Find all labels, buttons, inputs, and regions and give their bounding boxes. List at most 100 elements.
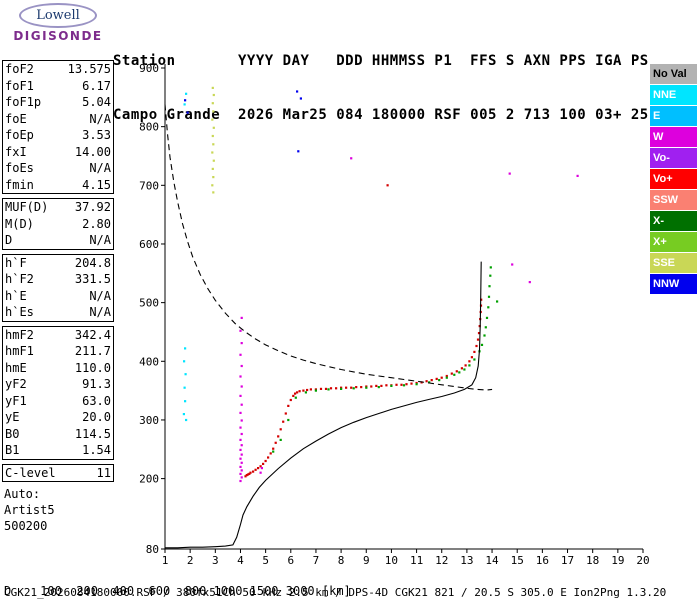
svg-text:16: 16 <box>536 554 549 567</box>
svg-text:18: 18 <box>586 554 599 567</box>
svg-text:13: 13 <box>460 554 473 567</box>
direction-legend: No Val NNE E W Vo- Vo+ SSW X- X+ SSE NNW <box>650 64 697 295</box>
svg-text:15: 15 <box>511 554 524 567</box>
param-value: 114.5 <box>74 426 111 441</box>
param-row: foEs N/A <box>5 160 111 177</box>
param-label: B1 <box>5 443 20 457</box>
digisonde-wordmark: DIGISONDE <box>13 29 103 43</box>
legend-item-ssw: SSW <box>650 190 697 210</box>
station-header: Station YYYY DAY DDD HHMMSS P1 FFS S AXN… <box>113 16 649 160</box>
param-label: yF1 <box>5 393 27 408</box>
param-group: C-level 11 <box>2 463 114 482</box>
param-value: N/A <box>89 233 111 247</box>
svg-text:1: 1 <box>162 554 169 567</box>
param-value: 3.53 <box>82 128 111 142</box>
legend-item-e: E <box>650 106 697 126</box>
param-group: h`F 204.8 h`F2 331.5 h`E N/A h`Es N/A <box>2 253 114 322</box>
param-label: hmF1 <box>5 344 34 358</box>
svg-text:5: 5 <box>262 554 269 567</box>
svg-text:200: 200 <box>139 473 159 486</box>
param-value: N/A <box>89 305 111 319</box>
svg-text:10: 10 <box>385 554 398 567</box>
param-value: 4.15 <box>82 177 111 192</box>
param-value: 2.80 <box>82 216 111 231</box>
svg-text:11: 11 <box>410 554 423 567</box>
param-label: B0 <box>5 426 20 441</box>
svg-text:600: 600 <box>139 238 159 251</box>
param-label: h`F2 <box>5 272 34 286</box>
param-value: 20.0 <box>82 410 111 424</box>
param-label: h`E <box>5 288 27 303</box>
svg-text:800: 800 <box>139 121 159 134</box>
param-row: foE N/A <box>5 111 111 128</box>
legend-item-vo-: Vo- <box>650 148 697 168</box>
param-row: h`F2 331.5 <box>5 271 111 288</box>
param-label: foF1p <box>5 95 42 109</box>
lowell-digisonde-logo: Lowell DIGISONDE <box>4 3 112 43</box>
param-label: MUF(D) <box>5 200 49 214</box>
status-line: CGK21_2026084180000.RSF / 380fx51Ch 50 k… <box>4 586 667 599</box>
header-labels-line: Station YYYY DAY DDD HHMMSS P1 FFS S AXN… <box>113 53 649 69</box>
param-value: 14.00 <box>74 144 111 159</box>
param-row: hmF2 342.4 <box>5 327 111 344</box>
param-row: hmE 110.0 <box>5 360 111 377</box>
muf-table: D 100 200 400 600 800 1000 1500 3000 [km… <box>4 559 358 600</box>
svg-text:9: 9 <box>363 554 370 567</box>
param-label: h`Es <box>5 305 34 319</box>
param-row: h`Es N/A <box>5 304 111 321</box>
legend-item-w: W <box>650 127 697 147</box>
svg-text:6: 6 <box>287 554 294 567</box>
param-footer-line: Auto: <box>4 487 41 501</box>
param-value: 204.8 <box>74 255 111 270</box>
param-label: foE <box>5 111 27 126</box>
param-row: fxI 14.00 <box>5 144 111 161</box>
header-values-line: Campo Grande 2026 Mar25 084 180000 RSF 0… <box>113 107 649 123</box>
scaled-parameters-panel: foF2 13.575 foF1 6.17 foF1p 5.04 foE N/A foEp 3.5… <box>2 60 114 534</box>
legend-item-sse: SSE <box>650 253 697 273</box>
param-row: foF1p 5.04 <box>5 94 111 111</box>
param-row: foF2 13.575 <box>5 61 111 78</box>
param-row: yF2 91.3 <box>5 376 111 393</box>
param-row: hmF1 211.7 <box>5 343 111 360</box>
svg-text:80: 80 <box>146 543 159 556</box>
param-value: 342.4 <box>74 327 111 342</box>
param-value: 1.54 <box>82 443 111 457</box>
param-value: 37.92 <box>74 200 111 214</box>
param-label: fxI <box>5 144 27 159</box>
param-value: N/A <box>89 161 111 175</box>
param-group: hmF2 342.4 hmF1 211.7 hmE 110.0 yF2 91.3 yF1 63.0… <box>2 325 114 460</box>
param-label: foEs <box>5 161 34 175</box>
param-row: foF1 6.17 <box>5 78 111 95</box>
legend-item-nne: NNE <box>650 85 697 105</box>
param-value: 11 <box>96 465 111 480</box>
svg-text:17: 17 <box>561 554 574 567</box>
svg-text:4: 4 <box>237 554 244 567</box>
svg-text:12: 12 <box>435 554 448 567</box>
param-group: MUF(D) 37.92 M(D) 2.80 D N/A <box>2 198 114 250</box>
param-label: D <box>5 233 13 247</box>
param-value: N/A <box>89 288 111 303</box>
param-row: D N/A <box>5 232 111 249</box>
svg-text:500: 500 <box>139 297 159 310</box>
svg-text:19: 19 <box>611 554 624 567</box>
param-label: foEp <box>5 128 34 142</box>
param-footer-line: Artist5 <box>4 503 55 517</box>
param-label: C-level <box>5 465 56 480</box>
param-value: N/A <box>89 111 111 126</box>
param-row: foEp 3.53 <box>5 127 111 144</box>
param-row: C-level 11 <box>5 465 111 482</box>
svg-text:20: 20 <box>636 554 649 567</box>
param-row: yF1 63.0 <box>5 393 111 410</box>
param-value: 110.0 <box>74 360 111 375</box>
distance-row: D 100 200 400 600 800 1000 1500 3000 [km… <box>4 584 351 598</box>
param-value: 5.04 <box>82 95 111 109</box>
param-value: 6.17 <box>82 78 111 93</box>
legend-item-vo-: Vo+ <box>650 169 697 189</box>
param-row: MUF(D) 37.92 <box>5 199 111 216</box>
param-label: hmF2 <box>5 327 34 342</box>
param-label: hmE <box>5 360 27 375</box>
param-value: 91.3 <box>82 377 111 391</box>
param-label: fmin <box>5 177 34 192</box>
